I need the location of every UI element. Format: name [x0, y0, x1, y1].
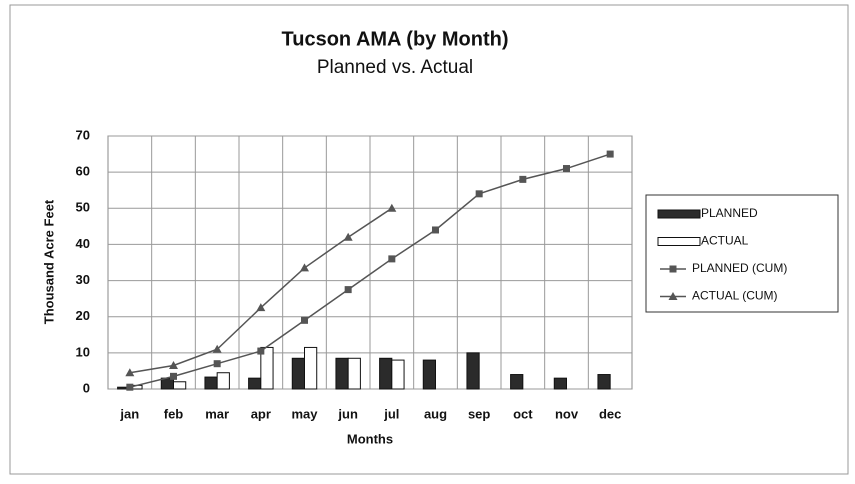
x-tick-label: jan — [119, 406, 139, 421]
marker — [432, 226, 439, 234]
legend-label: PLANNED — [701, 206, 758, 220]
y-tick-label: 0 — [83, 380, 90, 395]
bar — [335, 357, 349, 390]
marker — [606, 150, 614, 158]
bar — [422, 359, 437, 390]
bar — [466, 352, 480, 390]
y-tick-label: 60 — [76, 164, 90, 179]
x-tick-label: jun — [337, 406, 358, 421]
line — [129, 153, 611, 388]
bar — [391, 359, 405, 390]
bar — [291, 357, 306, 390]
marker — [387, 203, 397, 212]
legend-label: ACTUAL — [701, 234, 749, 248]
y-tick-label: 70 — [76, 127, 90, 142]
marker — [213, 360, 221, 368]
marker — [388, 255, 396, 263]
x-tick-label: mar — [205, 406, 229, 421]
marker — [563, 165, 570, 173]
bar — [597, 374, 611, 390]
marker — [169, 361, 178, 370]
x-tick-label: feb — [164, 406, 184, 421]
bar — [304, 346, 318, 390]
y-tick-label: 10 — [76, 344, 90, 359]
bar — [553, 377, 567, 390]
marker — [125, 368, 135, 377]
x-tick-label: dec — [599, 406, 621, 421]
legend-marker — [668, 292, 678, 300]
marker — [126, 383, 134, 391]
legend-swatch — [657, 209, 701, 219]
legend-swatch — [657, 237, 701, 246]
x-tick-label: nov — [555, 406, 579, 421]
marker — [257, 347, 265, 355]
legend-label: ACTUAL (CUM) — [692, 289, 778, 303]
bar — [510, 374, 524, 390]
x-tick-label: oct — [513, 406, 533, 421]
y-tick-label: 30 — [76, 272, 90, 287]
bar — [347, 357, 361, 390]
marker — [519, 175, 527, 183]
bar — [379, 357, 393, 390]
legend-marker — [669, 265, 677, 273]
y-axis-label: Thousand Acre Feet — [41, 199, 56, 324]
chart-subtitle: Planned vs. Actual — [317, 57, 473, 78]
bar — [216, 372, 230, 390]
marker — [212, 344, 222, 353]
marker — [256, 303, 266, 312]
x-tick-label: aug — [424, 406, 447, 421]
x-tick-label: may — [291, 406, 318, 421]
y-tick-label: 50 — [76, 200, 90, 215]
x-axis-label: Months — [347, 431, 393, 446]
marker — [170, 372, 177, 380]
marker — [300, 263, 309, 272]
y-tick-label: 20 — [76, 308, 90, 323]
marker — [475, 190, 483, 198]
bar — [204, 376, 218, 390]
marker — [343, 232, 353, 241]
x-tick-label: jul — [383, 406, 399, 421]
x-tick-label: apr — [251, 406, 271, 421]
marker — [344, 286, 352, 294]
marker — [301, 316, 308, 324]
x-tick-label: sep — [468, 406, 490, 421]
legend-label: PLANNED (CUM) — [692, 261, 787, 275]
y-tick-label: 40 — [76, 236, 90, 251]
bar — [248, 377, 262, 390]
bar — [173, 381, 187, 390]
chart-title: Tucson AMA (by Month) — [282, 28, 509, 50]
